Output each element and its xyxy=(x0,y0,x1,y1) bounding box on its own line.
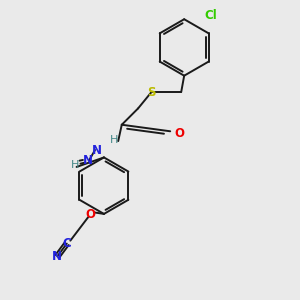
Text: Cl: Cl xyxy=(205,9,217,22)
Text: H: H xyxy=(71,160,79,170)
Text: H: H xyxy=(110,135,118,145)
Text: N: N xyxy=(52,250,62,263)
Text: N: N xyxy=(92,143,101,157)
Text: O: O xyxy=(85,208,96,221)
Text: C: C xyxy=(62,237,71,250)
Text: N: N xyxy=(82,154,93,167)
Text: S: S xyxy=(147,85,156,98)
Text: O: O xyxy=(174,127,184,140)
